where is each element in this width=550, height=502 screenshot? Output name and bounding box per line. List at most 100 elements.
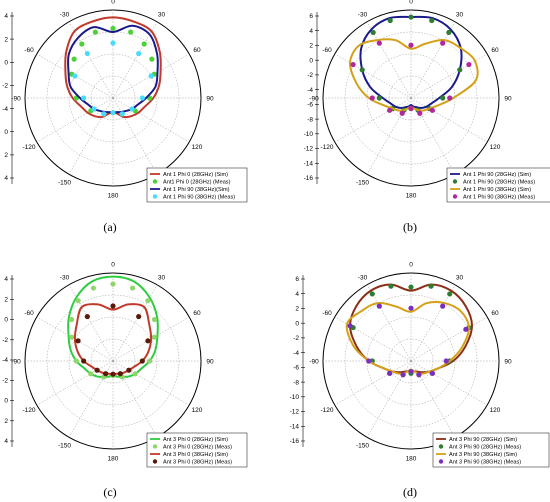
radial-tick-label: -2 bbox=[307, 72, 313, 79]
legend-box bbox=[446, 167, 550, 203]
angle-tick-label: -30 bbox=[358, 274, 368, 281]
angle-tick-label: -150 bbox=[356, 442, 369, 449]
angle-tick-label: -60 bbox=[24, 47, 34, 54]
radial-tick-label: -4 bbox=[2, 106, 8, 113]
radial-tick-label: 4 bbox=[309, 28, 313, 35]
data-point bbox=[149, 56, 155, 62]
data-point bbox=[148, 73, 154, 79]
legend-box bbox=[146, 167, 248, 203]
data-point bbox=[110, 303, 116, 309]
data-point bbox=[75, 338, 81, 344]
polar-grid-spoke bbox=[112, 360, 158, 438]
data-point bbox=[84, 50, 90, 57]
radial-tick-label: 6 bbox=[309, 13, 313, 20]
data-point bbox=[73, 358, 79, 364]
polar-grid-spoke bbox=[410, 316, 488, 362]
radial-tick-label: -6 bbox=[293, 365, 299, 372]
legend-label: Ant 3 Phi 0 (28GHz) (Meas) bbox=[163, 445, 232, 451]
data-point bbox=[145, 338, 151, 344]
angle-tick-label: 90 bbox=[206, 95, 214, 102]
radial-tick-label: 4 bbox=[4, 175, 8, 182]
polar-grid-spoke bbox=[334, 97, 412, 143]
data-point bbox=[417, 110, 423, 116]
angle-tick-label: 60 bbox=[491, 47, 499, 54]
legend-label: Ant 1 Phi 90 (38GHz) (Meas) bbox=[163, 195, 235, 201]
data-point bbox=[428, 283, 434, 289]
data-point bbox=[429, 17, 435, 24]
legend-point-swatch bbox=[452, 194, 458, 199]
legend-point-swatch bbox=[438, 459, 444, 464]
data-point bbox=[69, 334, 75, 340]
angle-tick-label: 180 bbox=[108, 192, 119, 199]
radial-tick-label: -10 bbox=[290, 394, 300, 401]
data-point bbox=[416, 372, 422, 378]
radial-tick-label: 2 bbox=[4, 418, 8, 425]
angle-tick-label: -120 bbox=[22, 407, 35, 414]
data-point bbox=[90, 285, 97, 291]
data-point bbox=[110, 110, 116, 116]
data-point bbox=[366, 358, 372, 364]
data-point bbox=[91, 106, 97, 112]
radial-tick-label: -12 bbox=[304, 146, 314, 153]
angle-tick-label: -150 bbox=[58, 442, 71, 449]
legend-box bbox=[146, 432, 248, 468]
data-point bbox=[408, 42, 414, 48]
data-point bbox=[387, 370, 393, 376]
radial-tick-label: -2 bbox=[2, 377, 8, 384]
angle-tick-label: -30 bbox=[60, 11, 70, 18]
radial-tick-label: 0 bbox=[309, 57, 313, 64]
angle-tick-label: 90 bbox=[206, 358, 214, 365]
data-point bbox=[466, 61, 472, 68]
polar-grid-spoke bbox=[410, 360, 456, 438]
data-point bbox=[110, 371, 116, 377]
polar-grid-spoke bbox=[68, 97, 114, 175]
series-line bbox=[67, 24, 159, 114]
data-point bbox=[129, 106, 135, 112]
data-point bbox=[151, 316, 158, 323]
data-point bbox=[347, 323, 353, 329]
angle-tick-label: -90 bbox=[309, 358, 319, 365]
data-point bbox=[429, 107, 435, 113]
polar-grid-spoke bbox=[366, 360, 412, 438]
data-point bbox=[126, 367, 132, 373]
radial-tick-label: -6 bbox=[307, 102, 313, 109]
polar-grid-spoke bbox=[112, 316, 190, 362]
data-point bbox=[376, 40, 382, 46]
angle-tick-label: 60 bbox=[193, 310, 201, 317]
data-point bbox=[359, 67, 365, 73]
caption-b: (b) bbox=[403, 220, 417, 234]
radial-tick-label: -14 bbox=[304, 161, 314, 168]
legend-label: Ant 3 Phi 90 (38GHz) (Sim) bbox=[449, 452, 517, 458]
polar-grid-spoke bbox=[334, 53, 412, 99]
data-point bbox=[110, 281, 116, 287]
angle-tick-label: -90 bbox=[11, 358, 21, 365]
data-point bbox=[457, 67, 463, 73]
caption-c: (c) bbox=[103, 485, 116, 499]
legend-point-swatch bbox=[152, 459, 158, 464]
data-point bbox=[139, 358, 145, 364]
data-point bbox=[129, 285, 136, 291]
polar-grid-spoke bbox=[410, 97, 488, 143]
angle-tick-label: 0 bbox=[111, 0, 115, 5]
angle-tick-label: 90 bbox=[504, 358, 512, 365]
data-point bbox=[103, 371, 109, 377]
data-point bbox=[447, 95, 453, 101]
data-point bbox=[94, 367, 100, 373]
data-point bbox=[440, 303, 446, 309]
angle-tick-label: -30 bbox=[60, 274, 70, 281]
angle-tick-label: 120 bbox=[490, 144, 501, 151]
data-point bbox=[446, 29, 452, 36]
data-point bbox=[81, 95, 87, 101]
polar-grid-spoke bbox=[36, 53, 114, 99]
radial-tick-label: 4 bbox=[4, 13, 8, 20]
angle-tick-label: -120 bbox=[320, 144, 333, 151]
data-point bbox=[369, 95, 375, 101]
radial-tick-label: -8 bbox=[293, 379, 299, 386]
polar-grid-spoke bbox=[112, 53, 190, 99]
radial-tick-label: -2 bbox=[293, 335, 299, 342]
caption-d: (d) bbox=[403, 485, 417, 499]
angle-tick-label: 0 bbox=[111, 261, 115, 268]
angle-tick-label: -60 bbox=[322, 310, 332, 317]
radial-tick-label: -16 bbox=[304, 175, 314, 182]
